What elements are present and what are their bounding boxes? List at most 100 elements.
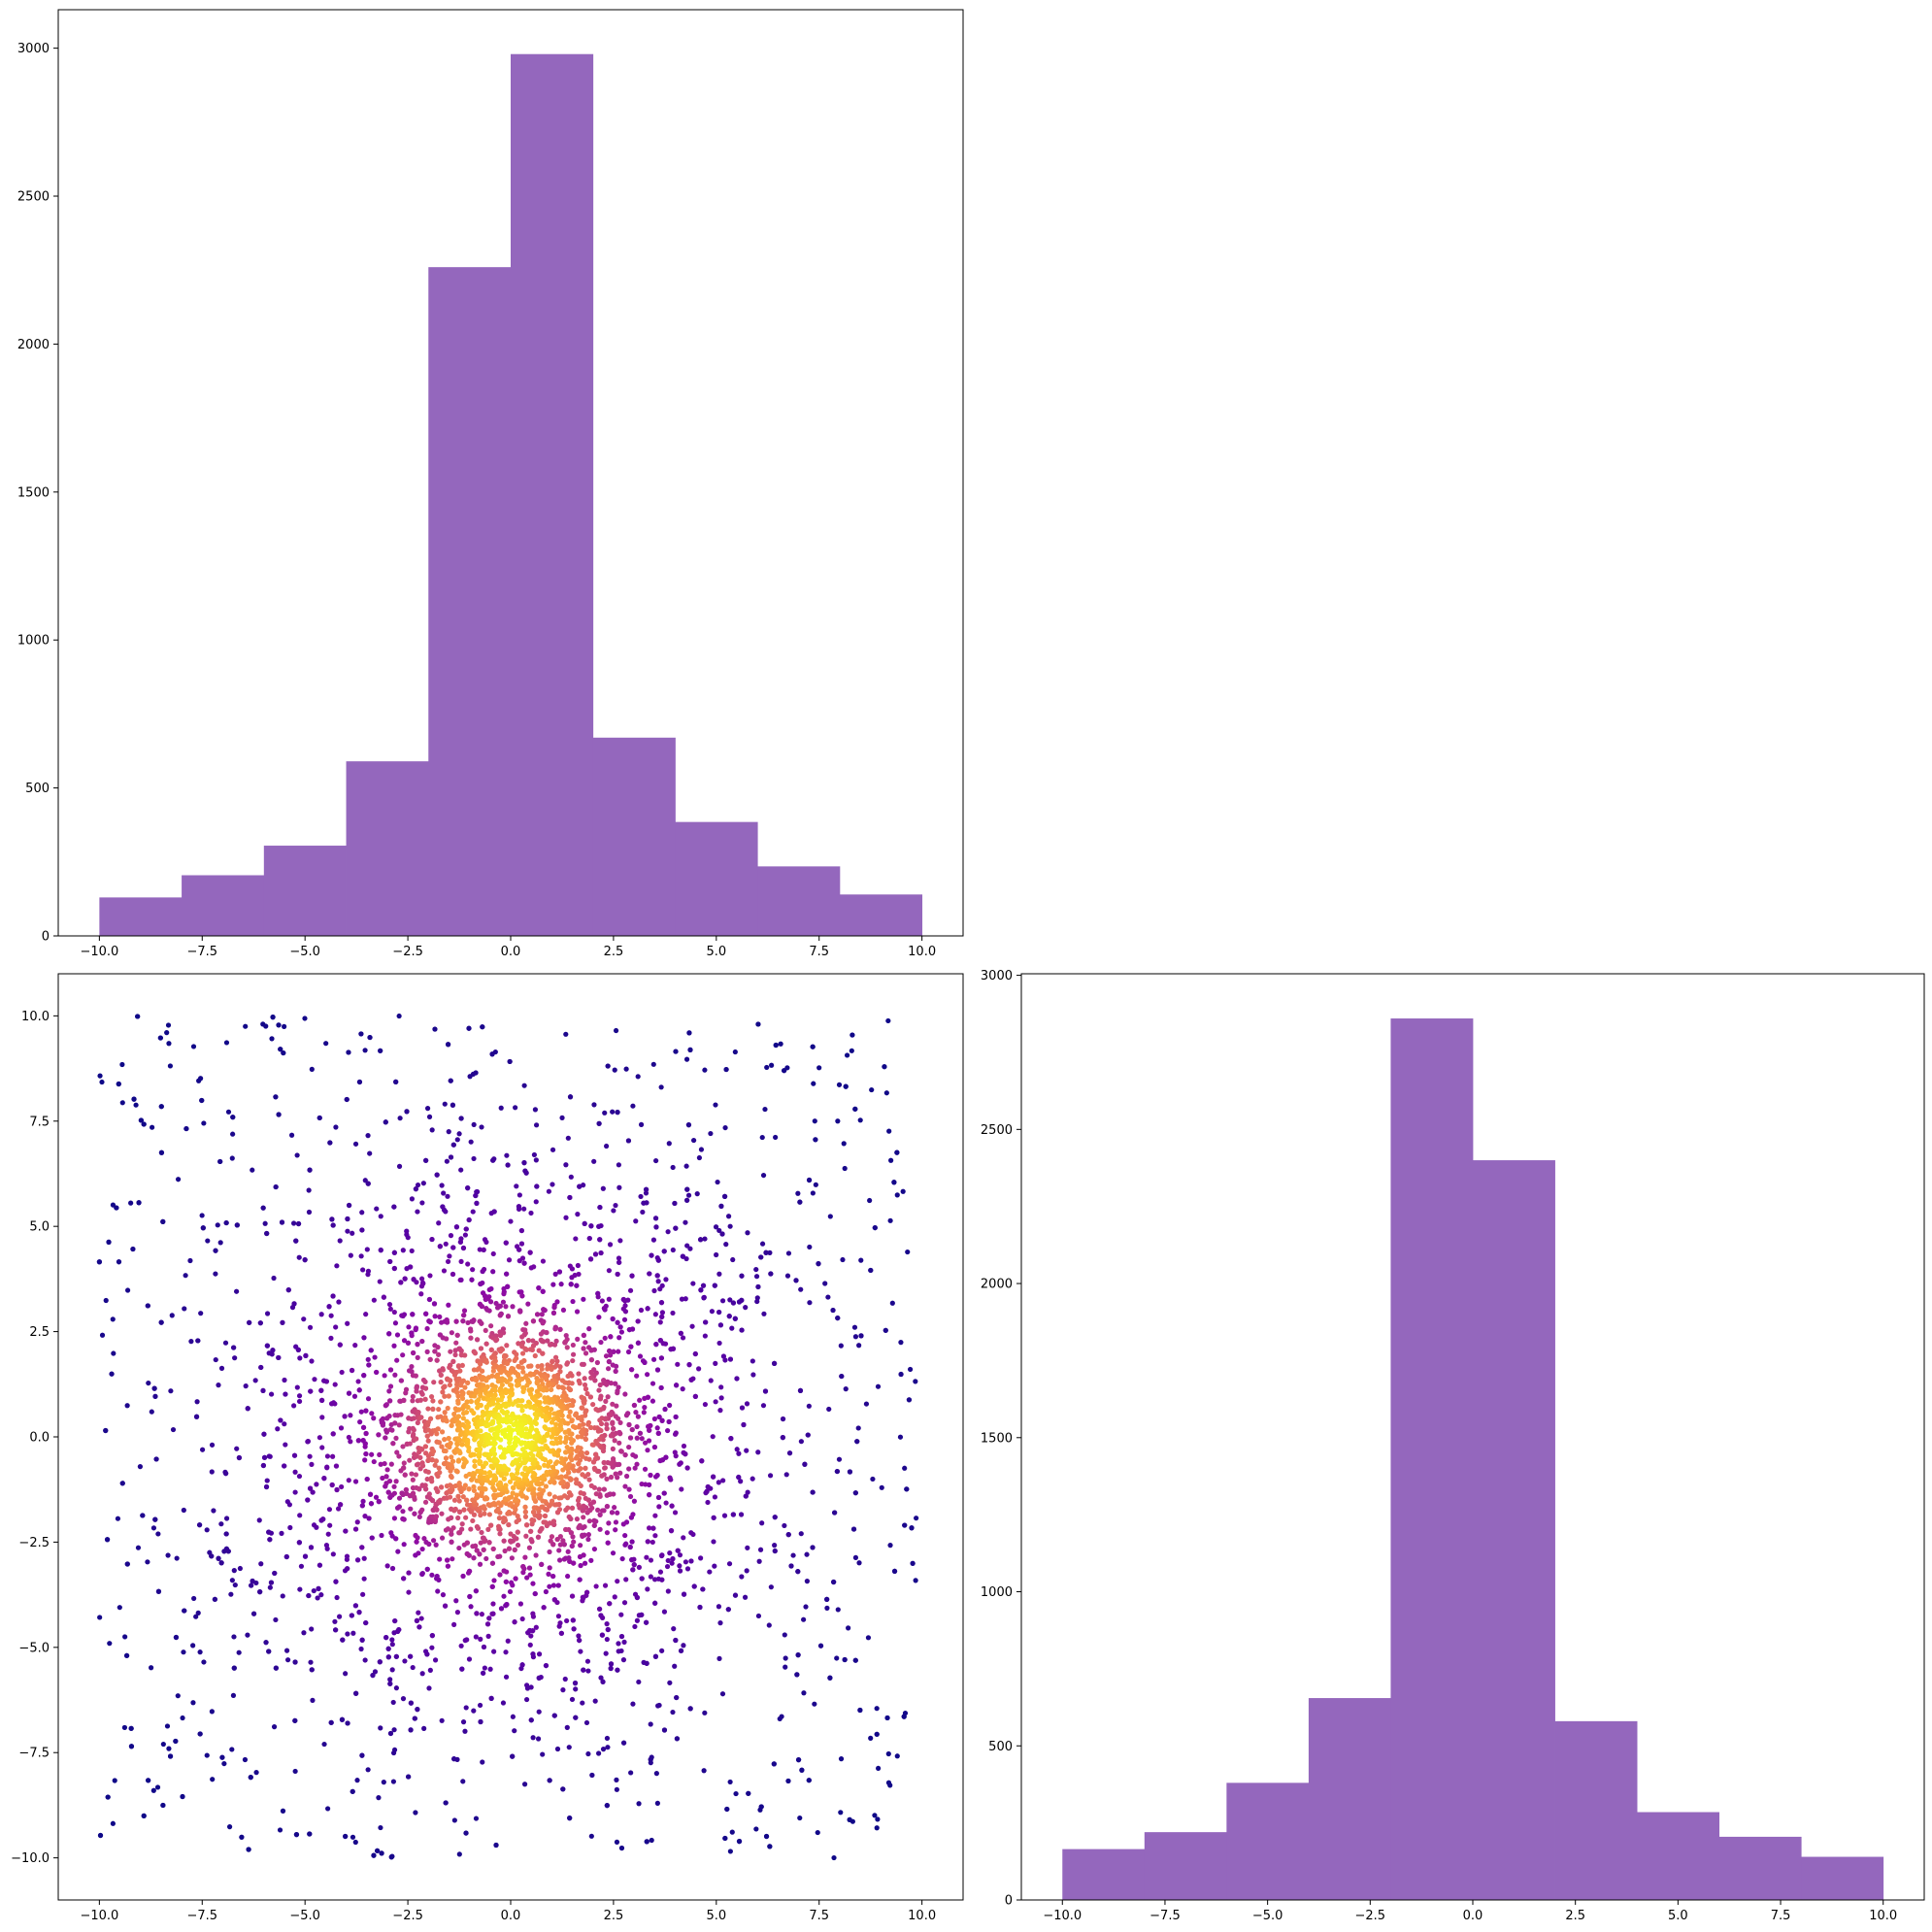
scatter-point (616, 1184, 622, 1190)
scatter-point (477, 1247, 483, 1252)
scatter-point (722, 1357, 728, 1363)
scatter-point (475, 1367, 481, 1373)
scatter-point (303, 1352, 309, 1358)
scatter-point (352, 1343, 358, 1349)
scatter-point (175, 1177, 182, 1183)
top-histogram-x-tick-label: −7.5 (186, 945, 217, 959)
scatter-point (755, 1613, 762, 1619)
scatter-point (741, 1421, 747, 1428)
scatter-point (653, 1157, 659, 1164)
scatter-point (677, 1563, 683, 1569)
scatter-point (556, 1557, 563, 1563)
scatter-point (607, 1242, 614, 1248)
scatter-point (400, 1248, 406, 1253)
scatter-point (618, 1633, 625, 1640)
scatter-point (513, 1450, 518, 1457)
scatter-point (471, 1512, 478, 1517)
scatter-point (806, 1403, 812, 1409)
scatter-point (847, 1469, 853, 1475)
scatter-point (683, 1255, 689, 1262)
scatter-point (504, 1152, 510, 1158)
scatter-point (567, 1815, 573, 1821)
scatter-point (532, 1107, 539, 1113)
scatter-point (212, 1596, 217, 1602)
scatter-point (635, 1414, 641, 1419)
scatter-point (463, 1410, 470, 1416)
scatter-point (541, 1605, 547, 1611)
scatter-point (581, 1515, 586, 1520)
scatter-point (626, 1326, 632, 1333)
scatter-point (459, 1666, 465, 1672)
scatter-point (514, 1492, 519, 1498)
scatter-point (846, 1625, 851, 1631)
scatter-point (522, 1554, 528, 1560)
scatter-point (622, 1298, 628, 1304)
scatter-point (468, 1398, 474, 1405)
scatter-point (389, 1427, 395, 1433)
scatter-point (547, 1549, 552, 1555)
scatter-point (549, 1498, 555, 1504)
scatter-point (551, 1411, 557, 1416)
scatter-point (638, 1121, 645, 1127)
scatter-point (759, 1134, 765, 1141)
scatter-point (99, 1332, 106, 1338)
scatter-point (569, 1373, 575, 1379)
scatter-point (574, 1309, 581, 1315)
scatter-point (647, 1525, 652, 1531)
scatter-point (648, 1574, 653, 1580)
scatter-point (563, 1555, 569, 1561)
scatter-point (191, 1595, 197, 1602)
scatter-point (655, 1576, 661, 1582)
scatter-point (528, 1528, 534, 1534)
scatter-point (557, 1620, 563, 1626)
scatter-point (591, 1546, 598, 1552)
scatter-point (868, 1735, 874, 1741)
scatter-point (607, 1601, 613, 1607)
scatter-point (569, 1696, 576, 1703)
scatter-point (519, 1293, 525, 1299)
scatter-point (491, 1473, 497, 1479)
scatter-point (542, 1462, 548, 1468)
scatter-point (111, 1350, 117, 1356)
scatter-point (460, 1245, 467, 1251)
scatter-point (400, 1509, 406, 1515)
top-histogram-y-tick-label: 3000 (17, 42, 50, 56)
scatter-point (591, 1425, 598, 1431)
scatter-point (401, 1465, 407, 1471)
scatter-point (528, 1633, 534, 1639)
scatter-point (141, 1813, 147, 1818)
scatter-point (520, 1447, 526, 1452)
scatter-point (696, 1154, 703, 1161)
scatter-point (328, 1719, 334, 1725)
scatter-point (447, 1253, 452, 1259)
scatter-point (606, 1520, 612, 1526)
scatter-point (442, 1603, 449, 1609)
scatter-point (552, 1502, 558, 1508)
scatter-point (271, 1275, 277, 1282)
scatter-point (854, 1439, 860, 1445)
scatter-point (96, 1259, 103, 1265)
scatter-point (782, 1522, 787, 1529)
scatter-point (548, 1538, 553, 1544)
scatter-point (428, 1476, 434, 1482)
scatter-point (487, 1299, 494, 1305)
scatter-point (524, 1682, 530, 1688)
scatter-point (550, 1542, 556, 1548)
scatter-point (779, 1714, 784, 1719)
scatter-point (513, 1457, 518, 1463)
scatter-point (521, 1206, 527, 1212)
scatter-point (482, 1511, 487, 1516)
scatter-point (602, 1465, 608, 1471)
scatter-point (767, 1473, 774, 1479)
scatter-point (292, 1469, 298, 1475)
scatter-point (610, 1420, 616, 1427)
scatter-point (889, 1300, 895, 1306)
scatter-point (97, 1073, 103, 1079)
scatter-point (657, 1457, 663, 1464)
scatter-point (492, 1383, 498, 1390)
scatter-point (359, 1210, 365, 1216)
scatter-point (567, 1094, 574, 1100)
scatter-point (105, 1794, 111, 1800)
scatter-point (445, 1563, 451, 1569)
scatter-point (307, 1485, 314, 1491)
